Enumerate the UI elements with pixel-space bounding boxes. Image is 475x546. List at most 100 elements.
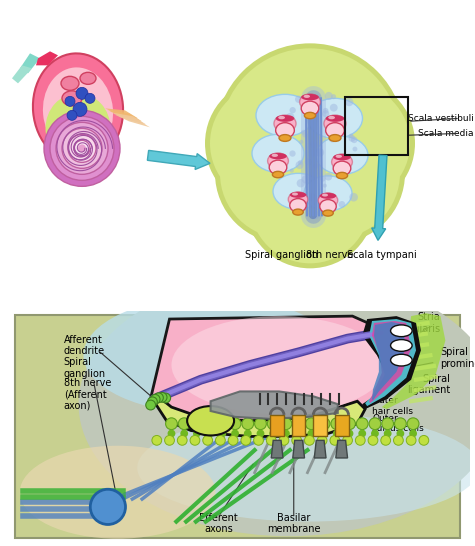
Circle shape <box>215 103 355 244</box>
Circle shape <box>286 113 294 121</box>
Text: Spiral ganglion: Spiral ganglion <box>246 250 319 260</box>
Circle shape <box>349 193 358 201</box>
Circle shape <box>290 169 294 173</box>
Ellipse shape <box>336 155 342 158</box>
Circle shape <box>346 430 353 437</box>
Ellipse shape <box>269 153 287 159</box>
Ellipse shape <box>336 173 348 179</box>
Circle shape <box>329 135 336 143</box>
Ellipse shape <box>78 272 475 536</box>
Circle shape <box>302 132 308 138</box>
Circle shape <box>244 430 252 437</box>
Circle shape <box>304 436 314 445</box>
Circle shape <box>146 400 155 410</box>
Circle shape <box>266 436 276 445</box>
Circle shape <box>218 430 226 437</box>
Ellipse shape <box>274 115 296 132</box>
Circle shape <box>256 430 265 437</box>
Ellipse shape <box>272 171 284 178</box>
Ellipse shape <box>137 414 475 521</box>
Circle shape <box>295 96 302 103</box>
Circle shape <box>152 436 162 445</box>
Circle shape <box>356 418 368 430</box>
Text: Scala media: Scala media <box>418 129 474 138</box>
Circle shape <box>44 110 120 186</box>
Ellipse shape <box>276 123 294 138</box>
Circle shape <box>265 103 405 244</box>
Circle shape <box>191 418 203 430</box>
Polygon shape <box>114 114 150 127</box>
Circle shape <box>250 144 370 263</box>
Circle shape <box>409 430 417 437</box>
Circle shape <box>406 436 416 445</box>
Circle shape <box>168 430 175 437</box>
Ellipse shape <box>390 325 412 337</box>
Ellipse shape <box>279 135 291 141</box>
Circle shape <box>157 393 167 402</box>
Circle shape <box>293 418 304 430</box>
Circle shape <box>73 102 87 116</box>
Circle shape <box>90 489 125 525</box>
Ellipse shape <box>324 115 346 132</box>
Ellipse shape <box>293 209 303 215</box>
Ellipse shape <box>301 101 319 116</box>
Circle shape <box>325 92 332 100</box>
Circle shape <box>245 138 375 268</box>
Circle shape <box>301 130 306 135</box>
Circle shape <box>397 430 404 437</box>
Circle shape <box>241 436 251 445</box>
Ellipse shape <box>84 296 338 414</box>
Circle shape <box>316 149 324 157</box>
Circle shape <box>369 418 381 430</box>
Circle shape <box>307 430 315 437</box>
Polygon shape <box>150 316 411 429</box>
Polygon shape <box>369 321 411 403</box>
Ellipse shape <box>43 67 113 155</box>
Ellipse shape <box>80 72 96 84</box>
Circle shape <box>358 430 366 437</box>
Polygon shape <box>382 313 446 409</box>
Circle shape <box>74 140 90 156</box>
Ellipse shape <box>300 94 321 110</box>
Circle shape <box>382 418 393 430</box>
Circle shape <box>313 94 320 102</box>
Polygon shape <box>365 319 416 406</box>
Circle shape <box>282 430 290 437</box>
Ellipse shape <box>256 94 314 136</box>
Ellipse shape <box>318 193 338 208</box>
Circle shape <box>302 175 310 183</box>
Ellipse shape <box>326 115 344 122</box>
Ellipse shape <box>320 193 336 199</box>
Ellipse shape <box>326 123 344 138</box>
Circle shape <box>255 418 266 430</box>
Ellipse shape <box>290 199 306 212</box>
Polygon shape <box>314 440 326 458</box>
Circle shape <box>165 436 174 445</box>
Circle shape <box>342 436 352 445</box>
Circle shape <box>76 87 88 99</box>
Circle shape <box>304 159 311 165</box>
Circle shape <box>419 436 429 445</box>
Circle shape <box>289 107 296 114</box>
Circle shape <box>215 43 405 233</box>
Text: 8th nerve
(Afferent
axon): 8th nerve (Afferent axon) <box>64 378 111 411</box>
Circle shape <box>65 96 75 106</box>
Circle shape <box>333 430 341 437</box>
Circle shape <box>206 430 214 437</box>
Text: Tectorial
membrane: Tectorial membrane <box>239 390 293 412</box>
Circle shape <box>368 436 378 445</box>
Ellipse shape <box>288 192 308 207</box>
Circle shape <box>327 195 332 200</box>
Polygon shape <box>20 54 40 73</box>
Bar <box>335 415 349 436</box>
Circle shape <box>330 436 340 445</box>
Text: Scala vestibuli: Scala vestibuli <box>408 114 474 123</box>
Circle shape <box>395 418 406 430</box>
Circle shape <box>285 78 415 209</box>
Polygon shape <box>293 440 304 458</box>
Ellipse shape <box>333 161 351 176</box>
Bar <box>345 97 408 156</box>
Circle shape <box>85 93 95 103</box>
Ellipse shape <box>390 340 412 351</box>
Circle shape <box>314 163 319 169</box>
